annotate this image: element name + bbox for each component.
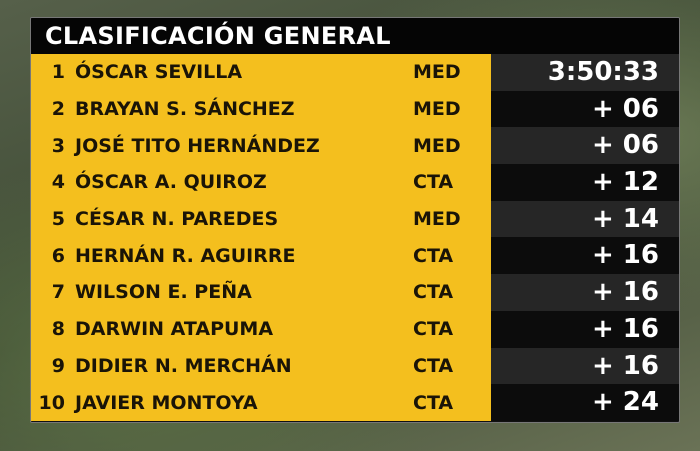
standings-row: 1 ÓSCAR SEVILLA MED 3:50:33 [31,54,679,91]
rider-team: CTA [413,171,454,194]
standings-row: 4 ÓSCAR A. QUIROZ CTA + 12 [31,164,679,201]
rider-time: + 12 [491,164,679,201]
rider-name: JOSÉ TITO HERNÁNDEZ [75,134,320,157]
rider-time: 3:50:33 [491,54,679,91]
rider-info: 3 JOSÉ TITO HERNÁNDEZ MED [31,127,491,165]
rider-info: 8 DARWIN ATAPUMA CTA [31,310,491,348]
rider-team: MED [413,208,461,231]
rider-position: 3 [51,134,65,157]
rider-info: 2 BRAYAN S. SÁNCHEZ MED [31,90,491,128]
rider-time: + 16 [491,237,679,275]
rider-name: BRAYAN S. SÁNCHEZ [75,98,295,121]
rider-time: + 16 [491,310,679,348]
rider-team: CTA [413,318,454,341]
rider-team: CTA [413,354,454,377]
standings-row: 9 DIDIER N. MERCHÁN CTA + 16 [31,347,679,385]
standings-row: 8 DARWIN ATAPUMA CTA + 16 [31,310,679,348]
rider-team: MED [413,98,461,121]
rider-time: + 14 [491,200,679,238]
rider-time: + 16 [491,274,679,311]
rider-position: 7 [51,281,65,304]
standings-row: 6 HERNÁN R. AGUIRRE CTA + 16 [31,237,679,275]
standings-row: 5 CÉSAR N. PAREDES MED + 14 [31,200,679,238]
standings-board: CLASIFICACIÓN GENERAL 1 ÓSCAR SEVILLA ME… [30,17,680,423]
rider-name: HERNÁN R. AGUIRRE [75,244,296,267]
rider-team: CTA [413,244,454,267]
rider-position: 4 [51,171,65,194]
rider-position: 2 [51,98,65,121]
rider-team: MED [413,61,461,84]
rider-info: 4 ÓSCAR A. QUIROZ CTA [31,164,491,201]
rider-info: 6 HERNÁN R. AGUIRRE CTA [31,237,491,275]
rider-name: ÓSCAR A. QUIROZ [75,171,267,194]
standings-row: 10 JAVIER MONTOYA CTA + 24 [31,384,679,421]
rider-name: ÓSCAR SEVILLA [75,61,243,84]
rider-team: CTA [413,391,454,414]
standings-row: 3 JOSÉ TITO HERNÁNDEZ MED + 06 [31,127,679,165]
rider-info: 5 CÉSAR N. PAREDES MED [31,200,491,238]
rider-name: JAVIER MONTOYA [75,391,258,414]
standings-row: 2 BRAYAN S. SÁNCHEZ MED + 06 [31,90,679,128]
rider-time: + 16 [491,347,679,385]
rider-time: + 24 [491,384,679,421]
standings-row: 7 WILSON E. PEÑA CTA + 16 [31,274,679,311]
rider-info: 9 DIDIER N. MERCHÁN CTA [31,347,491,385]
rider-info: 1 ÓSCAR SEVILLA MED [31,54,491,91]
rider-team: CTA [413,281,454,304]
rider-position: 10 [38,391,65,414]
board-title: CLASIFICACIÓN GENERAL [31,18,679,54]
rider-position: 9 [51,354,65,377]
rider-name: WILSON E. PEÑA [75,281,252,304]
rider-time: + 06 [491,90,679,128]
rider-info: 10 JAVIER MONTOYA CTA [31,384,491,421]
rider-time: + 06 [491,127,679,165]
rider-name: CÉSAR N. PAREDES [75,208,279,231]
rider-team: MED [413,134,461,157]
rider-position: 5 [51,208,65,231]
rider-position: 8 [51,318,65,341]
rider-name: DARWIN ATAPUMA [75,318,274,341]
rider-name: DIDIER N. MERCHÁN [75,354,292,377]
rider-info: 7 WILSON E. PEÑA CTA [31,274,491,311]
rider-position: 6 [51,244,65,267]
standings-list: 1 ÓSCAR SEVILLA MED 3:50:33 2 BRAYAN S. … [31,54,679,421]
rider-position: 1 [51,61,65,84]
